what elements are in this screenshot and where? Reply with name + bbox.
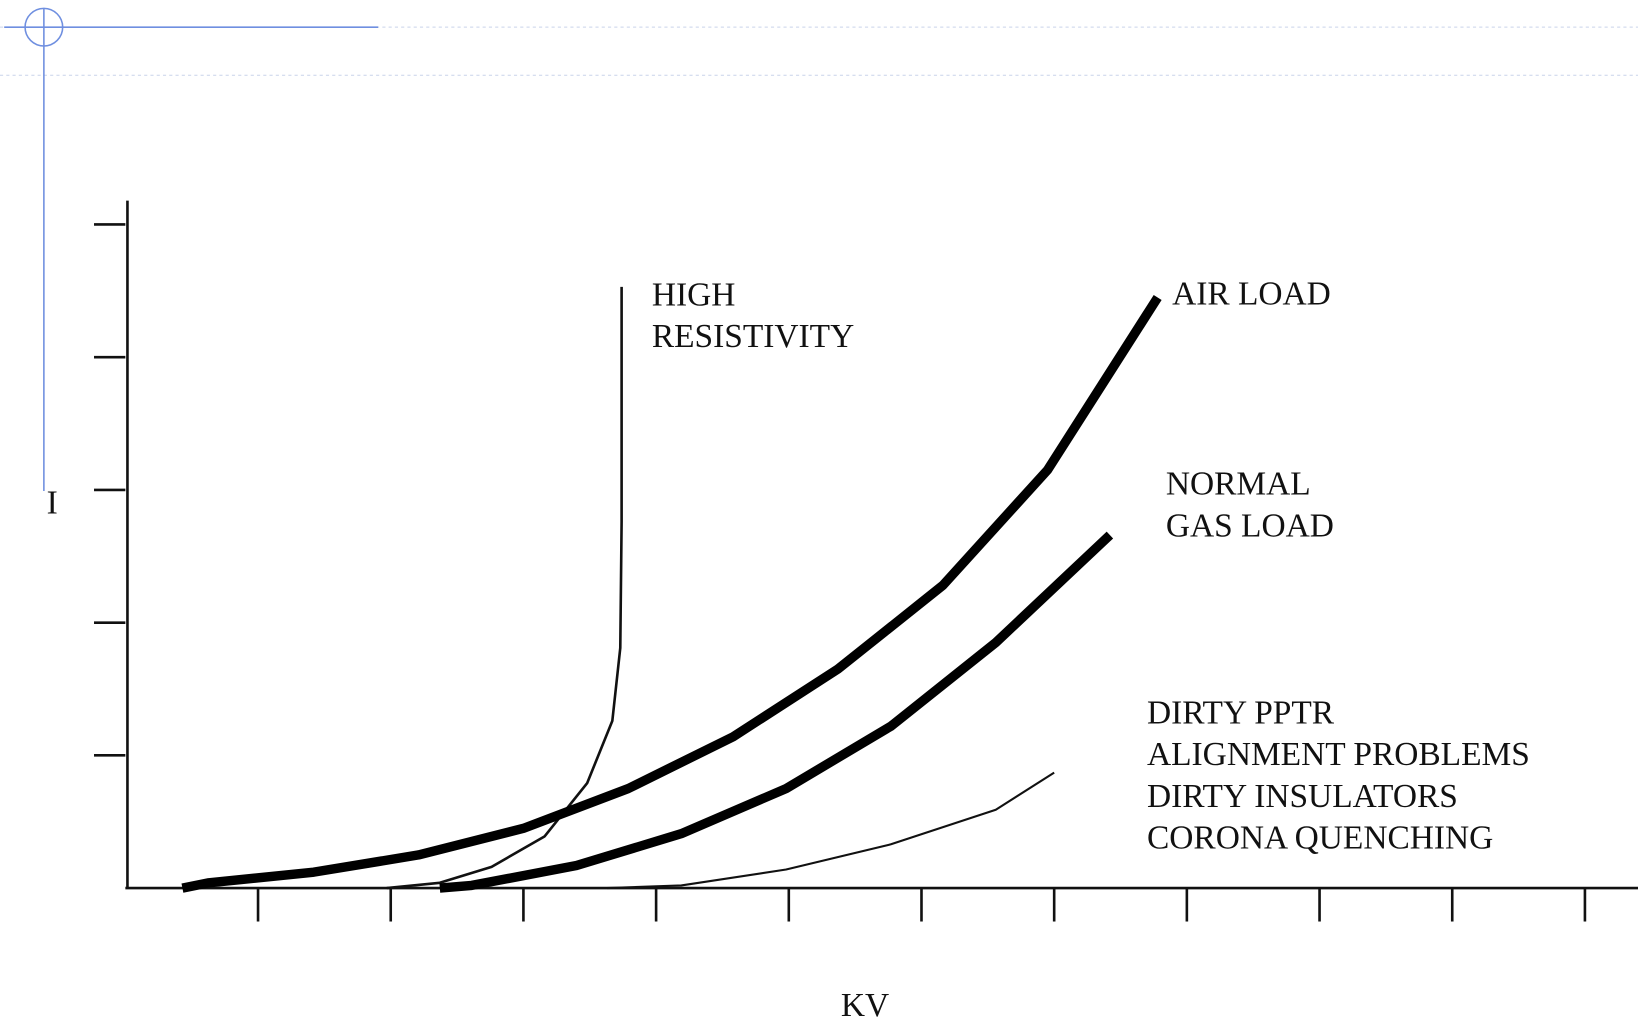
curve xyxy=(386,286,623,890)
curve-label: HIGH xyxy=(652,276,736,313)
slide-decoration xyxy=(0,7,1638,492)
curve-label: AIR LOAD xyxy=(1172,275,1331,312)
curve xyxy=(181,294,1162,893)
curve-label: NORMAL xyxy=(1166,466,1311,503)
y-axis-label: I xyxy=(47,484,58,521)
curve-label: DIRTY PPTR xyxy=(1147,694,1335,731)
curve xyxy=(439,531,1114,893)
x-axis-label: KV xyxy=(841,987,889,1024)
curve-label: RESISTIVITY xyxy=(652,318,854,355)
curve-label: CORONA QUENCHING xyxy=(1147,820,1493,857)
curve-label: DIRTY INSULATORS xyxy=(1147,778,1458,815)
curve xyxy=(606,771,1055,890)
curve-label: GAS LOAD xyxy=(1166,507,1334,544)
curve-label: ALIGNMENT PROBLEMS xyxy=(1147,736,1530,773)
